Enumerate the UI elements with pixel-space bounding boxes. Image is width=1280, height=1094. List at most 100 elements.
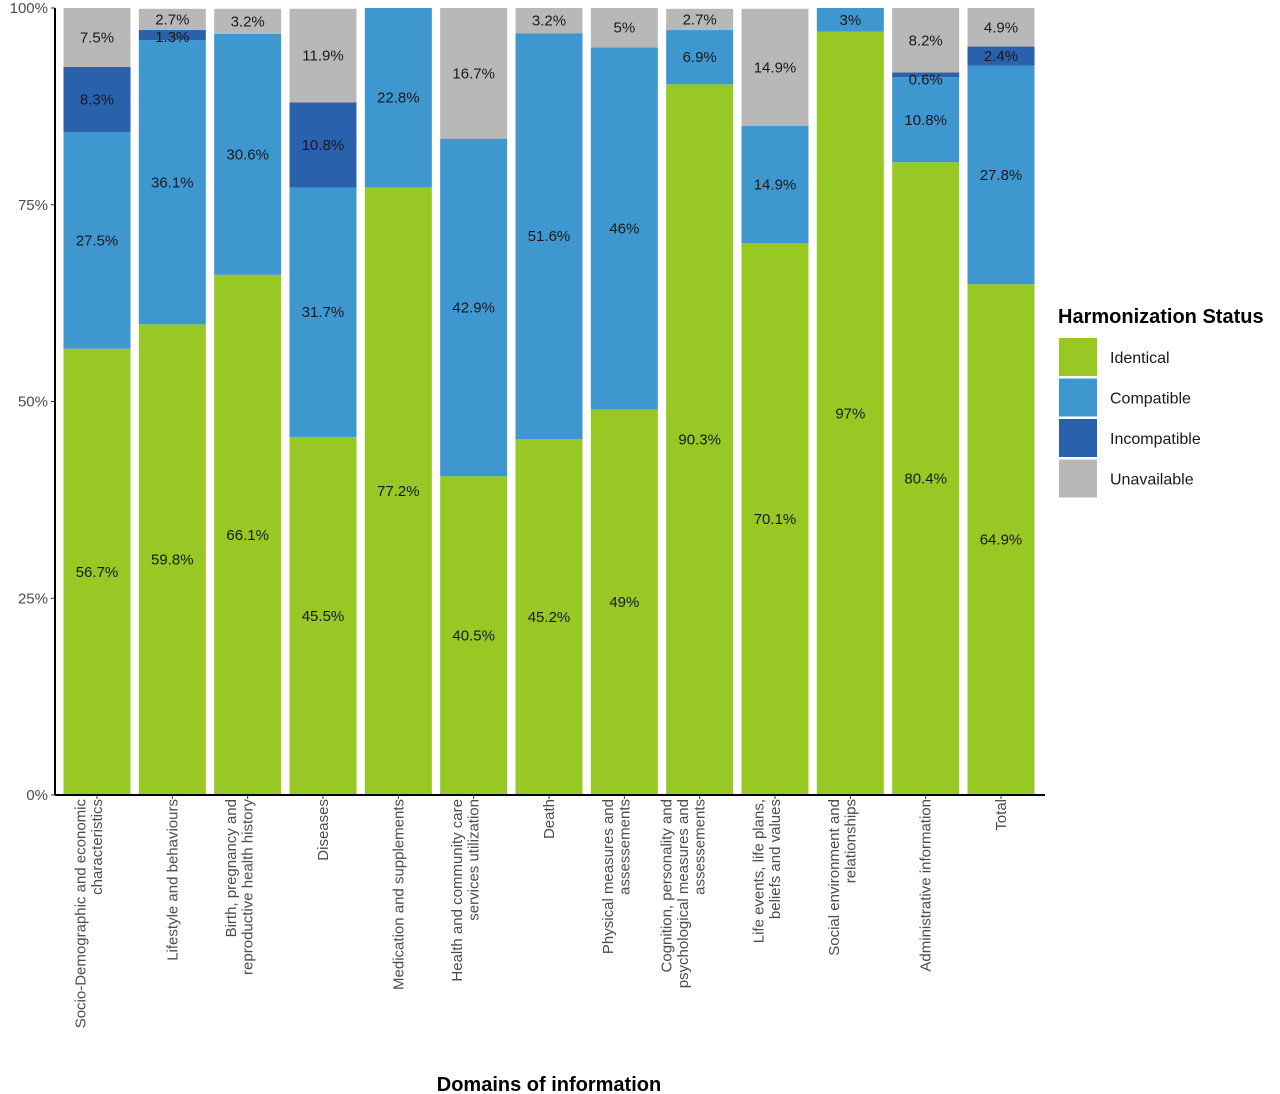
x-category-label-line: beliefs and values: [767, 799, 784, 919]
x-category-label-line: Physical measures and: [600, 799, 617, 954]
data-label: 16.7%: [452, 65, 495, 82]
data-label: 10.8%: [302, 137, 345, 154]
data-label: 51.6%: [528, 228, 571, 245]
bar-segment-compatible: [515, 33, 583, 440]
data-label: 3.2%: [231, 13, 265, 30]
bar-segment-incompatible: [892, 72, 960, 78]
y-tick-label: 25%: [18, 590, 48, 607]
x-category-label-line: characteristics: [89, 799, 106, 895]
bar-segment-unavailable: [967, 8, 1035, 47]
bar-segment-incompatible: [289, 102, 357, 188]
bar-segment-identical: [63, 348, 131, 795]
bar-segment-identical: [364, 187, 432, 795]
data-label: 64.9%: [980, 532, 1023, 549]
bar-segment-compatible: [590, 47, 658, 410]
data-label: 2.7%: [155, 11, 189, 28]
x-category-label-line: Socio-Demographic and economic: [73, 799, 90, 1029]
legend-swatch-identical: [1059, 338, 1097, 376]
x-category-label: Social environment andrelationships: [826, 799, 860, 956]
data-label: 80.4%: [904, 471, 947, 488]
bar-segment-unavailable: [741, 8, 809, 127]
data-label: 10.8%: [904, 112, 947, 129]
data-label: 36.1%: [151, 174, 194, 191]
bar-segment-identical: [440, 476, 508, 795]
legend-label-identical: Identical: [1110, 350, 1170, 367]
data-label: 30.6%: [226, 146, 269, 163]
bar-segment-compatible: [364, 8, 432, 188]
x-category-label-line: Social environment and: [826, 799, 843, 956]
data-label: 45.5%: [302, 608, 345, 625]
legend-swatch-compatible: [1059, 378, 1097, 417]
bar-segment-compatible: [289, 187, 357, 437]
data-label: 14.9%: [754, 59, 797, 76]
x-category-label-line: Total: [993, 799, 1010, 831]
legend: Harmonization Status Identical Compatible…: [1058, 306, 1264, 498]
x-category-label-line: Life events, life plans,: [751, 799, 768, 943]
data-label: 3.2%: [532, 13, 566, 30]
bar-segment-compatible: [138, 40, 206, 325]
bar-segment-unavailable: [214, 8, 282, 34]
bar-segment-compatible: [214, 33, 282, 275]
y-tick-label: 0%: [26, 787, 48, 804]
bar-segment-incompatible: [967, 46, 1035, 66]
y-tick-label: 75%: [18, 197, 48, 214]
bar-segment-compatible: [892, 77, 960, 163]
bar-segment-compatible: [741, 126, 809, 244]
bar-segment-unavailable: [892, 8, 960, 73]
x-category-label: Diseases: [315, 799, 332, 861]
x-category-label-line: Birth, pregnancy and: [223, 799, 240, 937]
data-label: 14.9%: [754, 177, 797, 194]
bar-segment-incompatible: [138, 30, 206, 41]
x-category-label: Lifestyle and behaviours: [164, 799, 181, 961]
data-label: 0.6%: [909, 72, 943, 89]
x-category-label-line: reproductive health history: [240, 799, 257, 975]
bar-segment-identical: [590, 409, 658, 795]
bar-segment-unavailable: [440, 8, 508, 139]
y-axis: 0% 25% 50% 75% 100%: [10, 0, 56, 804]
data-label: 40.5%: [452, 628, 495, 645]
x-category-label-line: Administrative information: [918, 799, 935, 972]
bar-segment-identical: [289, 436, 357, 795]
legend-label-incompatible: Incompatible: [1110, 431, 1201, 448]
data-label: 22.8%: [377, 90, 420, 107]
data-label: 59.8%: [151, 552, 194, 569]
x-category-label-line: assessements: [692, 799, 709, 895]
x-axis-title: Domains of information: [437, 1074, 661, 1094]
data-label: 4.9%: [984, 19, 1018, 36]
data-label: 56.7%: [76, 564, 119, 581]
data-label: 2.7%: [683, 11, 717, 28]
data-label: 42.9%: [452, 299, 495, 316]
bar-segment-compatible: [967, 65, 1035, 285]
x-category-label: Health and community careservices utiliz…: [449, 799, 483, 982]
bar-segment-identical: [666, 84, 734, 796]
data-label: 49%: [609, 594, 639, 611]
x-category-label: Death: [541, 799, 558, 839]
x-category-label: Administrative information: [918, 799, 935, 972]
bar-segment-compatible: [816, 8, 884, 32]
bar-segment-identical: [816, 31, 884, 796]
bar-segment-identical: [138, 324, 206, 795]
bars-layer: [63, 8, 1035, 796]
data-label: 3%: [839, 12, 861, 29]
data-label: 11.9%: [302, 48, 343, 65]
x-category-label-line: Medication and supplements: [390, 799, 407, 990]
y-tick-label: 50%: [18, 394, 48, 411]
data-label: 1.3%: [155, 29, 189, 46]
legend-label-compatible: Compatible: [1110, 391, 1191, 408]
x-category-label: Medication and supplements: [390, 799, 407, 990]
x-category-label-line: Health and community care: [449, 799, 466, 982]
bar-segment-identical: [892, 162, 960, 795]
x-category-label-line: assessements: [616, 799, 633, 895]
bar-segment-unavailable: [590, 8, 658, 48]
bar-segment-compatible: [440, 138, 508, 477]
legend-title: Harmonization Status: [1058, 306, 1264, 328]
x-category-label: Total: [993, 799, 1010, 831]
bar-segment-compatible: [63, 132, 131, 349]
bar-segment-unavailable: [515, 8, 583, 34]
x-category-label-line: services utilization: [466, 799, 483, 921]
bar-segment-unavailable: [63, 8, 131, 68]
data-label: 70.1%: [754, 511, 797, 528]
x-category-label: Socio-Demographic and economiccharacteri…: [73, 799, 107, 1029]
x-category-label: Birth, pregnancy andreproductive health …: [223, 799, 257, 975]
